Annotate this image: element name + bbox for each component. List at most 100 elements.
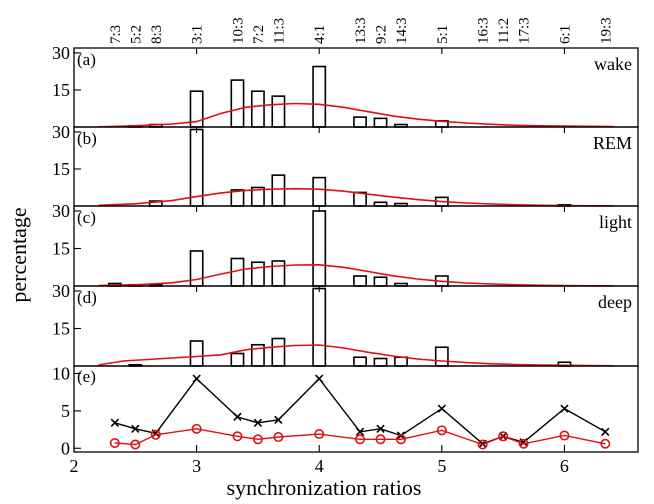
- top-ratio-label: 8:3: [149, 25, 165, 44]
- series-point-o: [477, 439, 488, 450]
- panel-tag: (b): [77, 129, 97, 148]
- series-point-o: [314, 429, 325, 440]
- top-ratio-label: 7:3: [108, 25, 124, 44]
- panel-stage-label: deep: [598, 292, 632, 312]
- marker-stroke: [355, 427, 365, 436]
- series-point-o: [559, 430, 570, 441]
- histogram-panels: 15 30 (a) wake 15 30 (b) REM 15 30 (c) light 15 30 (d)…: [52, 43, 639, 367]
- series-point-o: [436, 425, 447, 436]
- series-point-x: [131, 424, 140, 433]
- panel-frame: [73, 205, 639, 287]
- panel-tag: (d): [77, 288, 97, 307]
- histogram-bar: [230, 352, 245, 367]
- histogram-bar: [312, 287, 327, 367]
- series-point-x: [110, 418, 119, 428]
- histogram-bar: [271, 337, 286, 367]
- histogram-bar: [189, 128, 204, 207]
- y-tick-label: 15: [52, 159, 70, 179]
- histogram-bar: [394, 356, 408, 367]
- panel-frame: [73, 126, 639, 207]
- series-point-x: [560, 404, 569, 413]
- histogram-bar: [353, 116, 367, 128]
- panel-tag: (c): [77, 208, 96, 227]
- x-tick-label: 4: [315, 456, 324, 476]
- top-ratio-label: 9:2: [374, 25, 390, 44]
- top-ratio-label: 19:3: [598, 17, 614, 44]
- y-tick-label: 15: [52, 319, 70, 339]
- distribution-curve: [98, 344, 614, 367]
- x-tick-label: 6: [560, 456, 569, 476]
- panel-tag: (a): [77, 50, 96, 69]
- panel-frame: [73, 285, 639, 367]
- histogram-bar: [230, 79, 245, 128]
- marker-stroke: [437, 404, 446, 413]
- marker-stroke: [233, 412, 242, 422]
- panel-frame: [73, 47, 639, 128]
- top-ratio-label: 4:1: [312, 25, 328, 44]
- marker-stroke: [274, 415, 283, 425]
- panel-light: 15 30 (c) light: [52, 201, 639, 287]
- series-point-x: [376, 424, 385, 433]
- x-axis: 2 3 4 5 6: [70, 445, 569, 476]
- y-tick-label: 15: [52, 80, 70, 100]
- top-ratio-labels: 7:3 5:2 8:3 3:1 10:3 7:2 11:3 4:1 13:3 9:2 14:3 5:1…: [108, 17, 614, 44]
- series-point-o: [109, 438, 120, 449]
- panel-e: 0 5 10 (e): [52, 363, 639, 458]
- top-ratio-label: 7:2: [251, 25, 267, 44]
- y-tick-label: 30: [52, 281, 70, 301]
- marker-stroke: [192, 374, 201, 383]
- panel-stage-label: light: [599, 212, 632, 232]
- distribution-curve: [98, 102, 614, 128]
- series-point-x: [601, 427, 610, 436]
- histogram-bar: [373, 357, 388, 367]
- marker-stroke: [560, 404, 569, 413]
- histogram-bar: [271, 95, 286, 128]
- y-tick-label: 30: [52, 43, 70, 63]
- y-tick-label: 0: [61, 438, 70, 458]
- top-ratio-label: 11:2: [496, 18, 512, 44]
- top-ratio-label: 16:3: [476, 17, 492, 44]
- histogram-bar: [189, 340, 204, 367]
- histogram-bar: [434, 346, 449, 367]
- panel-stage-label: REM: [593, 133, 632, 153]
- histogram-bar: [312, 65, 327, 128]
- x-tick-label: 5: [437, 456, 446, 476]
- series-point-x: [274, 415, 283, 425]
- series-point-o: [518, 438, 529, 449]
- series-line-x: [114, 377, 606, 445]
- top-ratio-label: 5:1: [435, 25, 451, 44]
- series-point-x: [315, 374, 324, 383]
- histogram-bar: [271, 174, 286, 207]
- marker-stroke: [376, 424, 385, 433]
- series-point-o: [252, 434, 263, 445]
- x-axis-label: synchronization ratios: [227, 475, 422, 500]
- panel-rem: 15 30 (b) REM: [52, 122, 639, 207]
- histogram-bar: [353, 356, 367, 367]
- panel-stage-label: wake: [594, 54, 632, 74]
- series-point-o: [375, 434, 386, 445]
- marker-stroke: [131, 424, 140, 433]
- series-point-x: [437, 404, 446, 413]
- top-ratio-label: 14:3: [394, 17, 410, 44]
- series-point-o: [191, 423, 202, 434]
- y-tick-label: 15: [52, 239, 70, 259]
- series-point-o: [232, 431, 243, 442]
- panel-wake: 15 30 (a) wake: [52, 43, 639, 128]
- marker-stroke: [253, 418, 263, 428]
- series-point-o: [395, 434, 406, 445]
- top-ratio-label: 13:3: [353, 17, 369, 44]
- top-ratio-label: 10:3: [230, 17, 246, 44]
- series-point-o: [600, 438, 611, 449]
- y-tick-label: 30: [52, 201, 70, 221]
- series-point-o: [355, 434, 366, 445]
- histogram-bar: [312, 210, 327, 287]
- series-point-o: [130, 439, 141, 450]
- x-tick-label: 3: [192, 456, 201, 476]
- top-ratio-label: 6:1: [557, 25, 573, 44]
- series-point-o: [273, 432, 284, 443]
- distribution-curve: [98, 187, 614, 207]
- x-tick-label: 2: [70, 456, 79, 476]
- histogram-bar: [373, 276, 388, 287]
- histogram-bar: [250, 261, 265, 287]
